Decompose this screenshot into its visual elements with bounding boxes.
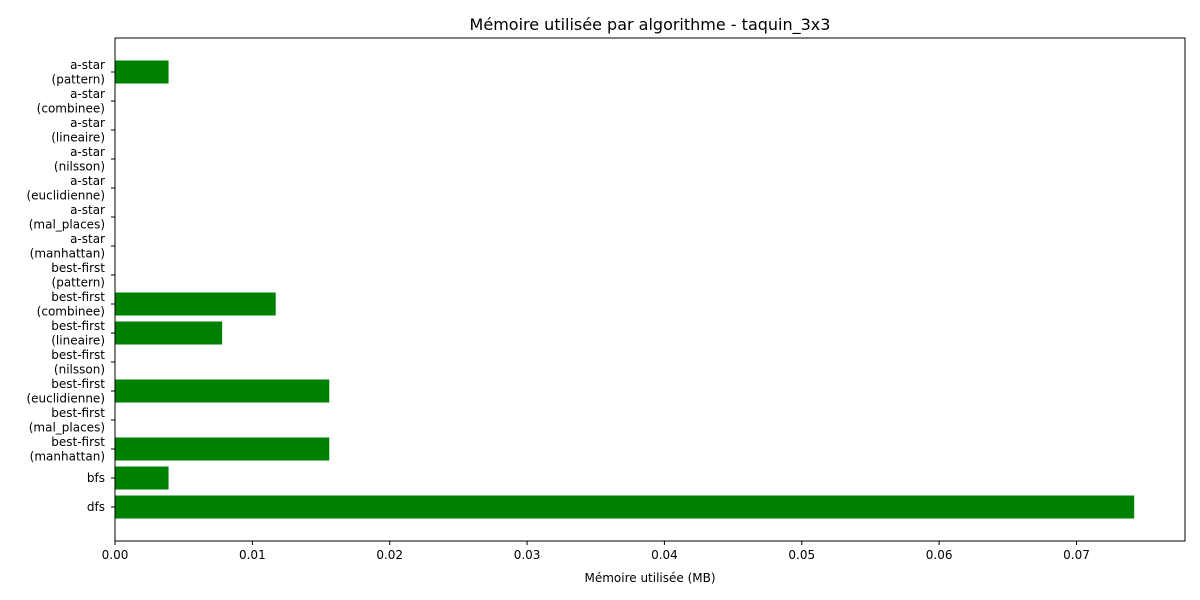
x-tick-label: 0.05: [788, 548, 815, 562]
y-tick-label: a-star (combinee): [37, 87, 105, 116]
chart-title: Mémoire utilisée par algorithme - taquin…: [470, 15, 831, 35]
y-tick-label: a-star (lineaire): [51, 116, 105, 145]
x-tick-label: 0.02: [376, 548, 403, 562]
bar-a-star-pattern: [115, 60, 169, 84]
x-tick-label: 0.03: [514, 548, 541, 562]
y-tick-label: best-first (euclidienne): [26, 377, 105, 406]
y-tick-label: a-star (manhattan): [30, 232, 105, 261]
bar-dfs: [115, 495, 1135, 519]
y-tick-label: best-first (pattern): [51, 261, 105, 290]
bars-group: [115, 60, 1135, 519]
y-tick-label: best-first (mal_places): [29, 406, 106, 435]
plot-frame: [114, 37, 1186, 542]
y-tick-label: a-star (nilsson): [54, 145, 105, 174]
y-tick-label: bfs: [87, 471, 105, 485]
y-tick-label: a-star (mal_places): [29, 203, 105, 232]
y-tick-label: best-first (lineaire): [51, 319, 105, 348]
bar-bfs: [115, 466, 169, 490]
y-tick-label: dfs: [87, 500, 105, 514]
y-tick-label: best-first (manhattan): [30, 435, 106, 464]
bar-best-first-manhattan: [115, 437, 330, 461]
y-tick-label: best-first (combinee): [37, 290, 106, 319]
y-tick-label: a-star (pattern): [52, 58, 106, 87]
bar-best-first-combinee: [115, 292, 276, 316]
bar-best-first-euclidienne: [115, 379, 330, 403]
x-axis-label: Mémoire utilisée (MB): [584, 571, 715, 585]
y-tick-label: a-star (euclidienne): [26, 174, 105, 203]
y-tick-label: best-first (nilsson): [51, 348, 105, 377]
x-tick-label: 0.07: [1063, 548, 1090, 562]
bar-best-first-lineaire: [115, 321, 223, 345]
y-axis-ticks: dfs bfs best-first (manhattan)best-first (ma…: [26, 58, 115, 514]
x-tick-label: 0.00: [102, 548, 129, 562]
x-tick-label: 0.06: [926, 548, 953, 562]
x-axis-ticks: 0.00 0.01 0.02 0.03 0.04 0.05 0.06 0.07: [102, 541, 1090, 562]
x-tick-label: 0.01: [239, 548, 266, 562]
x-tick-label: 0.04: [651, 548, 678, 562]
